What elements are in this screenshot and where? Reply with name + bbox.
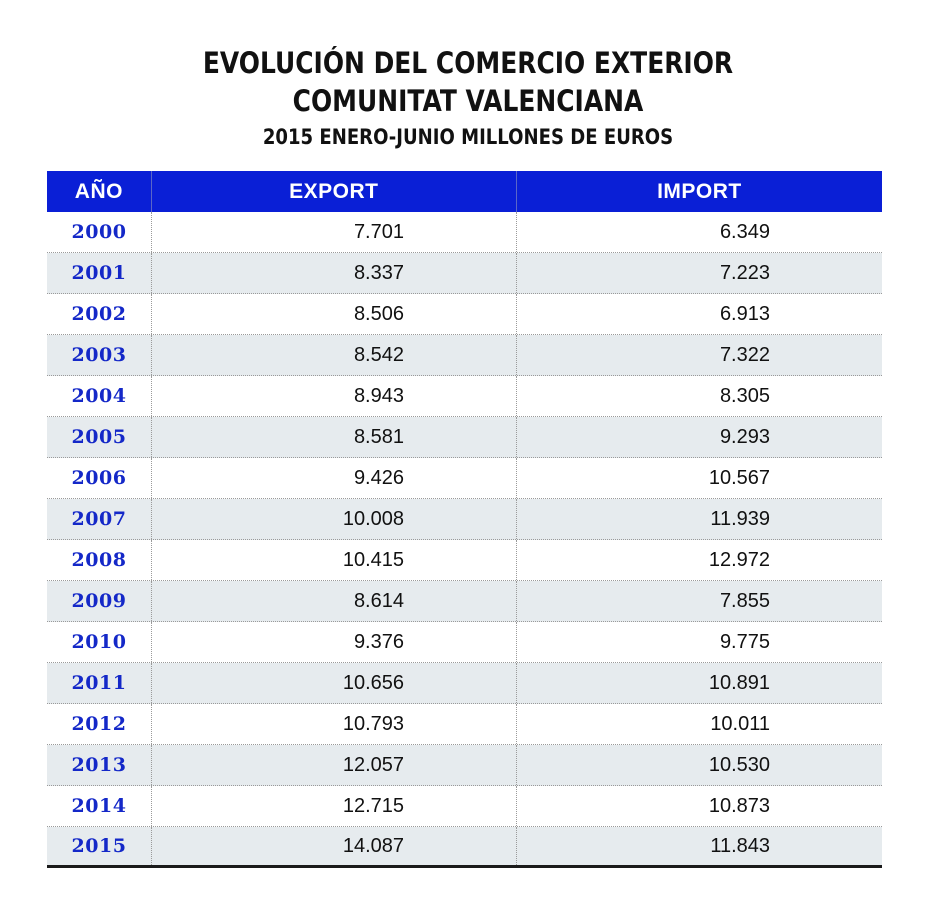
year-cell: 2002 <box>71 303 127 325</box>
year-cell: 2011 <box>71 672 127 694</box>
import-cell: 12.972 <box>516 540 882 580</box>
year-cell: 2013 <box>71 754 127 776</box>
import-cell: 10.891 <box>516 663 882 703</box>
import-cell: 10.873 <box>516 786 882 826</box>
year-cell: 2015 <box>71 835 127 857</box>
export-cell: 8.506 <box>151 294 516 334</box>
export-cell: 8.943 <box>151 376 516 416</box>
import-cell: 7.855 <box>516 581 882 621</box>
export-cell: 10.008 <box>151 499 516 539</box>
year-cell: 2003 <box>71 344 127 366</box>
year-cell: 2014 <box>71 795 127 817</box>
export-cell: 10.793 <box>151 704 516 744</box>
export-cell: 14.087 <box>151 827 516 865</box>
year-cell: 2007 <box>71 508 127 530</box>
table-row: 2015 14.087 11.843 <box>47 827 882 868</box>
table-row: 2010 9.376 9.775 <box>47 622 882 663</box>
table-body: 2000 7.701 6.349 2001 8.337 7.223 2002 8… <box>47 212 882 868</box>
import-cell: 11.843 <box>516 827 882 865</box>
subtitle: 2015 ENERO-JUNIO MILLONES DE EUROS <box>262 125 674 149</box>
year-cell: 2010 <box>71 631 127 653</box>
table-row: 2011 10.656 10.891 <box>47 663 882 704</box>
title-block: EVOLUCIÓN DEL COMERCIO EXTERIOR COMUNITA… <box>0 44 936 152</box>
title-line-2: COMUNITAT VALENCIANA <box>292 84 644 118</box>
year-cell: 2012 <box>71 713 127 735</box>
table-row: 2002 8.506 6.913 <box>47 294 882 335</box>
import-cell: 10.011 <box>516 704 882 744</box>
year-cell: 2009 <box>71 590 127 612</box>
export-cell: 10.415 <box>151 540 516 580</box>
export-cell: 8.581 <box>151 417 516 457</box>
import-cell: 8.305 <box>516 376 882 416</box>
export-cell: 9.426 <box>151 458 516 498</box>
header-import: IMPORT <box>515 171 882 212</box>
header-export: EXPORT <box>150 171 516 212</box>
title-line-1: EVOLUCIÓN DEL COMERCIO EXTERIOR <box>202 46 734 80</box>
import-cell: 7.322 <box>516 335 882 375</box>
table-row: 2012 10.793 10.011 <box>47 704 882 745</box>
export-cell: 8.337 <box>151 253 516 293</box>
table-row: 2001 8.337 7.223 <box>47 253 882 294</box>
header-year: AÑO <box>74 179 123 203</box>
table-row: 2008 10.415 12.972 <box>47 540 882 581</box>
table-row: 2006 9.426 10.567 <box>47 458 882 499</box>
year-cell: 2005 <box>71 426 127 448</box>
trade-table: AÑO EXPORT IMPORT 2000 7.701 6.349 2001 … <box>47 171 882 868</box>
import-cell: 6.349 <box>516 212 882 252</box>
export-cell: 10.656 <box>151 663 516 703</box>
import-cell: 9.775 <box>516 622 882 662</box>
year-cell: 2008 <box>71 549 127 571</box>
export-cell: 12.715 <box>151 786 516 826</box>
export-cell: 7.701 <box>151 212 516 252</box>
export-cell: 8.542 <box>151 335 516 375</box>
import-cell: 10.567 <box>516 458 882 498</box>
export-cell: 8.614 <box>151 581 516 621</box>
year-cell: 2000 <box>71 221 127 243</box>
year-cell: 2006 <box>71 467 127 489</box>
export-cell: 12.057 <box>151 745 516 785</box>
table-row: 2014 12.715 10.873 <box>47 786 882 827</box>
table-row: 2007 10.008 11.939 <box>47 499 882 540</box>
table-row: 2003 8.542 7.322 <box>47 335 882 376</box>
table-header: AÑO EXPORT IMPORT <box>47 171 882 212</box>
year-cell: 2004 <box>71 385 127 407</box>
table-row: 2009 8.614 7.855 <box>47 581 882 622</box>
table-row: 2013 12.057 10.530 <box>47 745 882 786</box>
import-cell: 6.913 <box>516 294 882 334</box>
export-cell: 9.376 <box>151 622 516 662</box>
table-row: 2005 8.581 9.293 <box>47 417 882 458</box>
year-cell: 2001 <box>71 262 127 284</box>
import-cell: 10.530 <box>516 745 882 785</box>
table-row: 2004 8.943 8.305 <box>47 376 882 417</box>
import-cell: 7.223 <box>516 253 882 293</box>
import-cell: 11.939 <box>516 499 882 539</box>
import-cell: 9.293 <box>516 417 882 457</box>
table-row: 2000 7.701 6.349 <box>47 212 882 253</box>
